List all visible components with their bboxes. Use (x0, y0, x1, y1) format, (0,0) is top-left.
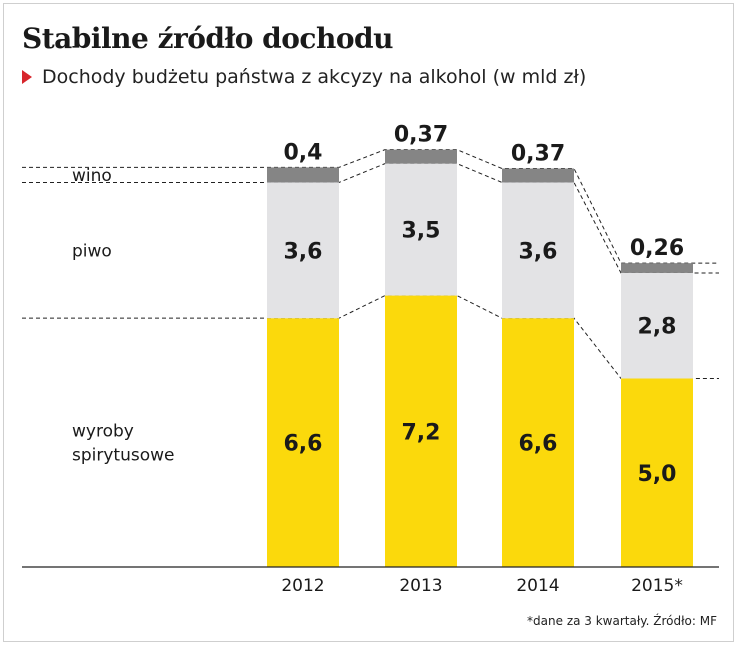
data-label-piwo-1: 3,5 (402, 219, 441, 244)
connector-line-wino (22, 149, 719, 264)
data-label-wino-2: 0,37 (511, 142, 565, 167)
connector-line-piwo (22, 163, 719, 274)
subtitle-row: Dochody budżetu państwa z akcyzy na alko… (22, 66, 586, 88)
triangle-right-icon (22, 70, 32, 84)
data-label-piwo-0: 3,6 (284, 239, 323, 264)
data-label-wino-1: 0,37 (394, 123, 448, 148)
series-label-wyroby-spirytusowe: wyroby spirytusowe (72, 422, 174, 466)
bar-wyroby-spirytusowe-1 (385, 295, 457, 567)
data-label-wyroby-spirytusowe-0: 6,6 (284, 432, 323, 457)
data-label-wino-0: 0,4 (284, 140, 323, 165)
bar-wino-3 (621, 263, 693, 273)
bar-wyroby-spirytusowe-2 (502, 318, 574, 567)
bar-wyroby-spirytusowe-0 (267, 318, 339, 567)
x-tick-label-0: 2012 (281, 576, 324, 596)
bar-piwo-0 (267, 182, 339, 319)
bar-wino-1 (385, 149, 457, 164)
bar-piwo-1 (385, 163, 457, 296)
bar-wyroby-spirytusowe-3 (621, 378, 693, 567)
bar-wino-0 (267, 167, 339, 183)
x-tick-label-1: 2013 (399, 576, 442, 596)
chart-title: Stabilne źródło dochodu (22, 22, 393, 55)
bar-wino-2 (502, 168, 574, 183)
data-label-piwo-3: 2,8 (638, 315, 677, 340)
connector-line-spirytusowe (22, 295, 719, 379)
data-label-wyroby-spirytusowe-2: 6,6 (519, 432, 558, 457)
series-label-piwo: piwo (72, 241, 112, 261)
chart-frame (3, 3, 734, 642)
x-tick-label-3: 2015* (631, 576, 683, 596)
series-label-wino: wino (72, 166, 112, 186)
x-tick-label-2: 2014 (516, 576, 559, 596)
bar-piwo-3 (621, 272, 693, 379)
data-label-wyroby-spirytusowe-1: 7,2 (402, 420, 441, 445)
data-label-piwo-2: 3,6 (519, 239, 558, 264)
data-label-wyroby-spirytusowe-3: 5,0 (638, 462, 677, 487)
footnote: *dane za 3 kwartały. Źródło: MF (527, 614, 717, 628)
bar-piwo-2 (502, 182, 574, 319)
data-label-wino-3: 0,26 (630, 236, 684, 261)
chart-subtitle: Dochody budżetu państwa z akcyzy na alko… (42, 66, 587, 88)
